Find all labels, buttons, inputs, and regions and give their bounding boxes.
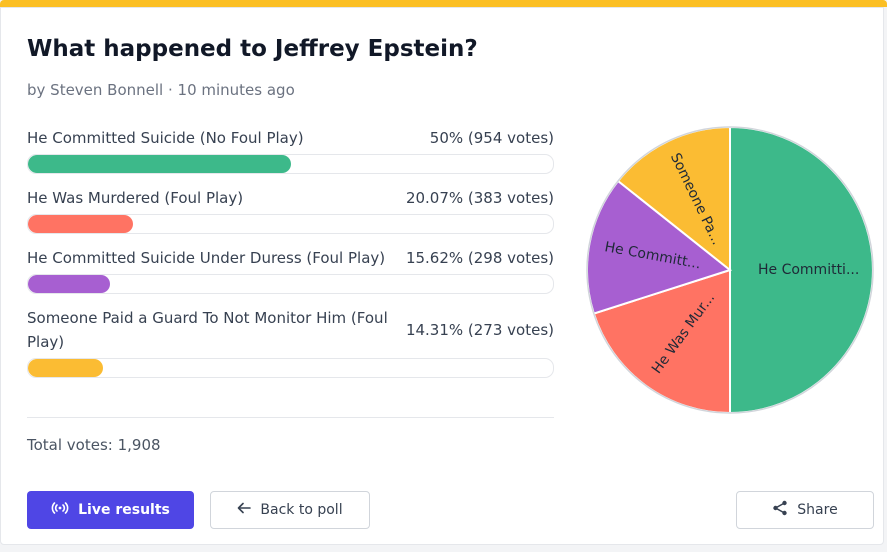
back-to-poll-button[interactable]: Back to poll: [210, 491, 370, 529]
option-progress-track: [27, 274, 554, 294]
option-stat: 15.62% (298 votes): [405, 249, 554, 267]
poll-title: What happened to Jeffrey Epstein?: [27, 36, 478, 62]
total-votes: Total votes: 1,908: [27, 436, 161, 454]
option-row: He Committed Suicide (No Foul Play) 50% …: [27, 126, 554, 174]
option-progress-fill: [28, 275, 110, 293]
divider: [27, 417, 554, 418]
option-label: He Committed Suicide Under Duress (Foul …: [27, 249, 386, 267]
option-progress-fill: [28, 215, 134, 233]
option-stat: 14.31% (273 votes): [405, 321, 554, 339]
share-label: Share: [797, 502, 838, 518]
share-button[interactable]: Share: [736, 491, 874, 529]
option-progress-track: [27, 358, 554, 378]
arrow-left-icon: [237, 502, 252, 518]
option-progress-track: [27, 214, 554, 234]
live-results-button[interactable]: Live results: [27, 491, 194, 529]
top-accent-bar: [0, 0, 887, 7]
option-row: He Was Murdered (Foul Play) 20.07% (383 …: [27, 186, 554, 234]
live-results-label: Live results: [78, 502, 170, 518]
pie-outline: [586, 126, 874, 414]
option-stat: 50% (954 votes): [429, 129, 554, 147]
option-progress-track: [27, 154, 554, 174]
option-row: Someone Paid a Guard To Not Monitor Him …: [27, 306, 554, 378]
option-progress-fill: [28, 359, 104, 377]
option-label: He Was Murdered (Foul Play): [27, 189, 244, 207]
broadcast-icon: [51, 501, 69, 519]
results-pie-chart: He Committi...He Was Mur...He Committ...…: [586, 125, 874, 415]
option-label: Someone Paid a Guard To Not Monitor Him …: [27, 309, 388, 351]
share-icon: [772, 500, 788, 520]
back-to-poll-label: Back to poll: [260, 502, 343, 518]
option-stat: 20.07% (383 votes): [405, 189, 554, 207]
poll-meta: by Steven Bonnell · 10 minutes ago: [27, 81, 295, 99]
pie-slice-label: He Committi...: [758, 262, 859, 278]
option-progress-fill: [28, 155, 291, 173]
option-row: He Committed Suicide Under Duress (Foul …: [27, 246, 554, 294]
option-label: He Committed Suicide (No Foul Play): [27, 129, 304, 147]
